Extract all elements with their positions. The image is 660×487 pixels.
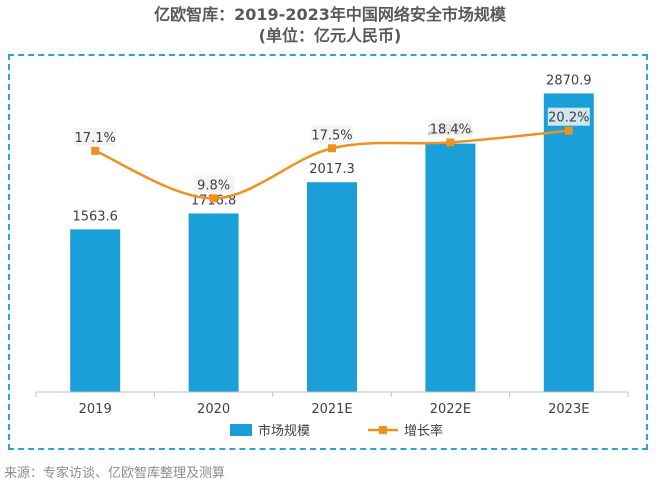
x-tick-label-2: 2021E [311,402,352,417]
growth-marker-0 [91,146,100,155]
growth-label-bg-0 [74,127,117,146]
title-line-2: (单位：亿元人民币) [258,26,402,45]
bar-1 [188,213,239,392]
growth-label-1: 9.8% [197,178,230,193]
x-tick-label-0: 2019 [79,402,112,417]
legend-label-line: 增长率 [404,423,443,439]
x-tick-label-4: 2023E [548,402,589,417]
bar-0 [70,229,121,392]
growth-label-bg-2 [311,125,353,144]
legend-label-bar: 市场规模 [258,423,310,439]
x-tick-label-3: 2022E [430,402,471,417]
chart-frame [8,54,648,450]
growth-label-bg-4 [547,107,590,126]
growth-label-bg-1 [192,175,235,194]
growth-label-4: 20.2% [548,111,589,126]
bar-4 [543,93,594,393]
x-tick-label-1: 2020 [197,402,230,417]
bar-value-label-2: 2017.3 [309,162,355,177]
growth-label-0: 17.1% [75,131,116,146]
bar-2 [307,182,357,392]
growth-marker-4 [564,126,573,135]
growth-label-2: 17.5% [311,128,352,143]
bar-value-label-4: 2870.9 [546,73,592,88]
legend-marker-line [379,426,387,434]
bar-value-label-0: 1563.6 [72,209,118,224]
legend-swatch-bar [230,424,252,436]
source-note: 来源：专家访谈、亿欧智库整理及测算 [4,466,226,481]
chart-title: 亿欧智库：2019-2023年中国网络安全市场规模 (单位：亿元人民币) [0,4,660,46]
growth-marker-3 [446,138,455,147]
growth-marker-2 [328,144,336,153]
growth-label-bg-3 [429,119,472,138]
bar-3 [425,143,476,392]
growth-label-3: 18.4% [430,122,471,137]
growth-marker-1 [209,194,218,203]
title-line-1: 亿欧智库：2019-2023年中国网络安全市场规模 [154,5,506,24]
